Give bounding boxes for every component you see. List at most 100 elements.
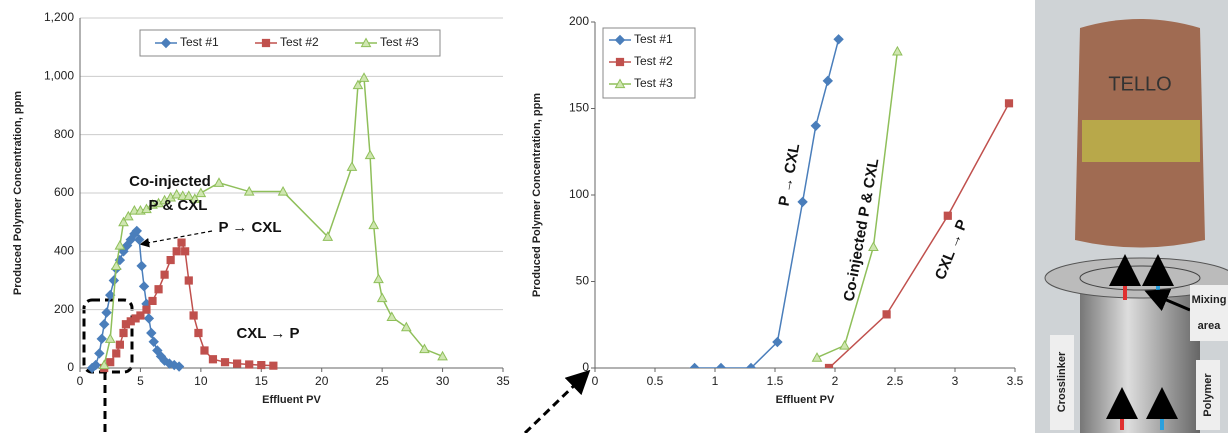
x-axis-label: Effluent PV xyxy=(776,394,835,406)
right-box xyxy=(1196,360,1220,430)
marker xyxy=(358,72,370,82)
marker xyxy=(839,339,850,350)
marker xyxy=(689,362,700,368)
marker xyxy=(811,352,823,362)
legend-label: Test #3 xyxy=(380,35,419,49)
marker xyxy=(101,307,112,318)
plot-area xyxy=(689,34,1014,368)
x-tick-label: 35 xyxy=(496,374,510,388)
marker xyxy=(94,348,105,359)
marker xyxy=(243,186,255,196)
zoom-arrow xyxy=(523,369,591,433)
marker xyxy=(400,321,412,332)
legend-box xyxy=(139,29,441,57)
x-tick-label: 3.5 xyxy=(1007,374,1024,388)
y-tick-label: 200 xyxy=(54,302,74,316)
marker xyxy=(360,37,372,48)
marker xyxy=(277,186,289,196)
marker xyxy=(797,196,808,208)
marker xyxy=(194,328,203,338)
y-axis-label: Produced Polymer Concentration, ppm xyxy=(12,91,24,295)
x-tick-label: 30 xyxy=(436,374,450,388)
marker xyxy=(189,193,201,203)
x-tick-label: 5 xyxy=(137,374,144,388)
marker xyxy=(437,350,448,361)
y-axis-label: Produced Polymer Concentration, ppm xyxy=(531,93,543,297)
y-tick-label: 1,200 xyxy=(44,10,74,24)
marker xyxy=(892,45,903,56)
marker xyxy=(136,311,145,320)
mix-arrow xyxy=(1144,288,1191,312)
tape xyxy=(1082,120,1200,162)
marker xyxy=(98,319,110,330)
x-axis-label: Effluent PV xyxy=(262,394,321,406)
marker xyxy=(614,78,626,89)
y-tick-label: 150 xyxy=(569,101,589,115)
series-line xyxy=(103,240,274,369)
annotation: CXL → P xyxy=(236,325,299,342)
marker xyxy=(98,359,110,370)
x-tick-label: 0 xyxy=(592,374,599,388)
x-tick-label: 10 xyxy=(194,374,208,388)
legend-label: Test #1 xyxy=(634,32,673,46)
marker xyxy=(148,296,157,306)
legend-label: Test #1 xyxy=(180,35,219,49)
marker xyxy=(138,281,150,292)
marker xyxy=(177,238,186,247)
marker xyxy=(115,340,124,349)
marker xyxy=(368,219,380,230)
y-tick-label: 0 xyxy=(67,360,74,374)
x-tick-label: 1 xyxy=(712,374,719,388)
marker xyxy=(715,362,727,368)
marker xyxy=(615,57,625,67)
marker xyxy=(143,313,155,324)
annotation-leader xyxy=(139,230,213,248)
marker xyxy=(173,361,185,372)
left-box xyxy=(1050,335,1074,430)
x-tick-label: 20 xyxy=(315,374,329,388)
marker xyxy=(419,343,430,354)
marker xyxy=(90,359,101,371)
marker xyxy=(195,187,207,198)
series-line xyxy=(828,102,1010,368)
marker xyxy=(122,210,134,221)
marker xyxy=(233,359,242,368)
marker xyxy=(106,358,115,367)
marker xyxy=(868,241,879,251)
left-label: Crosslinker xyxy=(1056,351,1068,412)
marker xyxy=(114,239,126,250)
y-tick-label: 600 xyxy=(54,185,74,199)
marker xyxy=(213,177,225,187)
marker xyxy=(810,120,822,132)
x-tick-label: 2 xyxy=(832,374,839,388)
marker xyxy=(160,37,172,49)
right-label: Polymer xyxy=(1202,373,1214,417)
marker xyxy=(943,211,952,220)
series-line xyxy=(694,39,840,368)
marker xyxy=(108,275,120,286)
x-tick-label: 3 xyxy=(952,374,959,388)
marker xyxy=(110,260,122,271)
marker xyxy=(833,34,844,45)
series-line xyxy=(816,51,899,359)
x-tick-label: 0.5 xyxy=(647,374,664,388)
marker xyxy=(352,79,364,90)
marker xyxy=(96,333,107,345)
marker xyxy=(131,225,143,237)
marker xyxy=(614,34,626,46)
marker xyxy=(322,231,334,241)
marker xyxy=(118,216,129,227)
marker xyxy=(171,188,183,199)
y-tick-label: 1,000 xyxy=(44,69,74,83)
marker xyxy=(148,336,159,347)
y-tick-label: 200 xyxy=(569,14,589,28)
marker xyxy=(184,276,193,285)
marker xyxy=(269,361,278,370)
marker xyxy=(822,75,834,87)
marker xyxy=(181,247,190,256)
x-tick-label: 2.5 xyxy=(887,374,904,388)
y-tick-label: 0 xyxy=(582,360,589,374)
plot-area xyxy=(86,72,448,374)
